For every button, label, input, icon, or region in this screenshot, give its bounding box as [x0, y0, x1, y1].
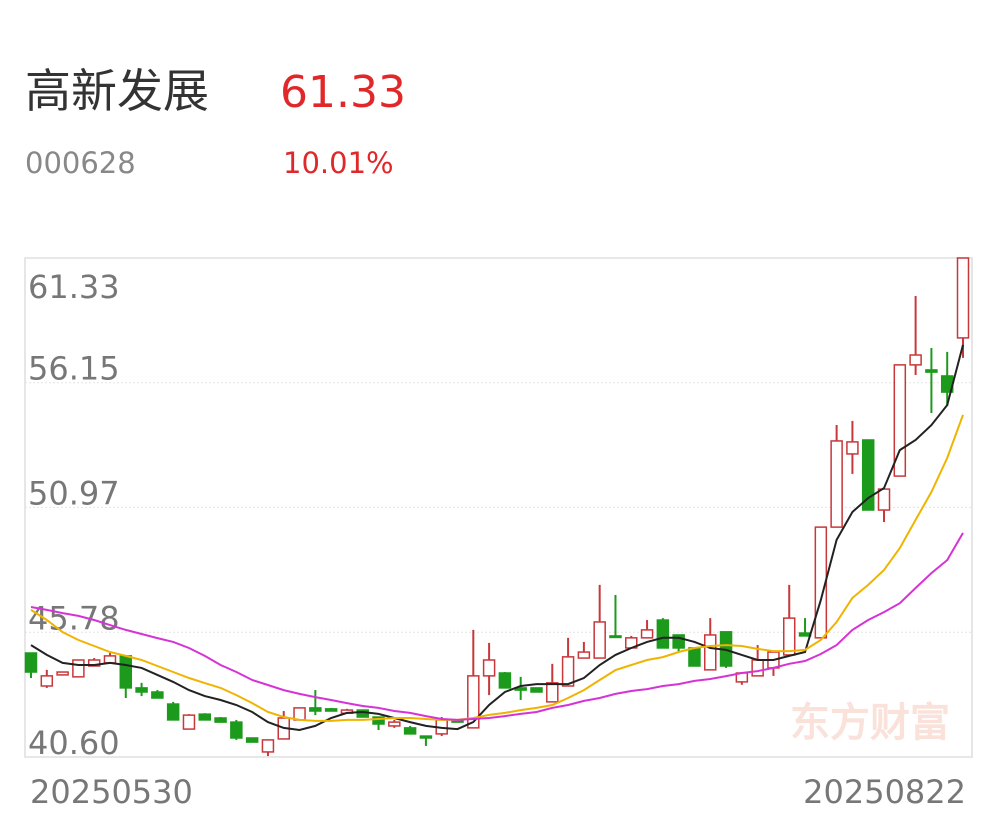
candle-body — [909, 354, 922, 366]
candle-body — [593, 621, 606, 659]
candle-body — [546, 682, 559, 703]
candle-body — [861, 439, 875, 511]
candle-body — [40, 675, 54, 687]
candle-body — [798, 632, 812, 637]
candle-body — [925, 369, 938, 373]
x-tick-label: 20250822 — [803, 773, 966, 811]
moving-average-line — [30, 414, 964, 722]
candle-body — [182, 714, 196, 730]
candle-body — [467, 675, 480, 729]
candle-body — [261, 739, 275, 753]
candle-body — [87, 659, 101, 667]
candle-body — [309, 707, 322, 712]
y-tick-label: 45.78 — [28, 599, 120, 637]
candle-body — [293, 707, 306, 721]
candle-body — [403, 727, 417, 735]
candle-body — [198, 713, 212, 721]
stock-name: 高新发展 — [25, 64, 209, 118]
stock-code: 000628 — [25, 146, 136, 180]
y-tick-label: 40.60 — [28, 724, 120, 762]
candle-body — [151, 691, 164, 699]
candle-body — [372, 716, 385, 725]
candle-body — [656, 619, 670, 649]
candle-body — [498, 672, 512, 689]
candle-body — [530, 687, 543, 693]
candle-body — [324, 708, 338, 712]
y-tick-label: 50.97 — [28, 474, 120, 512]
y-tick-label: 56.15 — [28, 350, 120, 388]
candle-body — [672, 634, 685, 649]
y-tick-label: 61.33 — [28, 268, 120, 306]
moving-average-line — [30, 532, 964, 721]
candle-body — [640, 629, 654, 639]
candle-body — [419, 735, 433, 739]
candle-body — [388, 721, 401, 727]
candle-body — [782, 617, 796, 656]
candle-body — [166, 703, 180, 721]
candle-body — [245, 737, 259, 743]
candle-body — [956, 257, 970, 339]
candle-body — [214, 717, 227, 723]
candle-body — [577, 651, 591, 659]
candle-body — [830, 440, 843, 528]
candle-body — [119, 655, 133, 689]
candle-body — [877, 488, 891, 511]
candle-body — [688, 647, 701, 667]
candle-body — [704, 634, 717, 671]
watermark: 东方财富 — [790, 699, 950, 746]
moving-average-line — [30, 344, 964, 732]
candle-body — [609, 635, 622, 639]
stock-change: 10.01% — [283, 146, 394, 180]
stock-price: 61.33 — [280, 67, 406, 118]
candle-body — [24, 652, 38, 673]
candle-body — [482, 659, 496, 677]
candle-body — [72, 659, 85, 678]
candle-body — [230, 721, 243, 739]
candle-body — [103, 655, 117, 664]
candle-body — [561, 656, 575, 687]
candle-body — [893, 364, 907, 477]
candle-body — [135, 687, 148, 693]
candle-body — [56, 671, 69, 676]
candle-body — [751, 659, 764, 677]
x-tick-label: 20250530 — [30, 773, 193, 811]
candle-body — [846, 441, 859, 455]
